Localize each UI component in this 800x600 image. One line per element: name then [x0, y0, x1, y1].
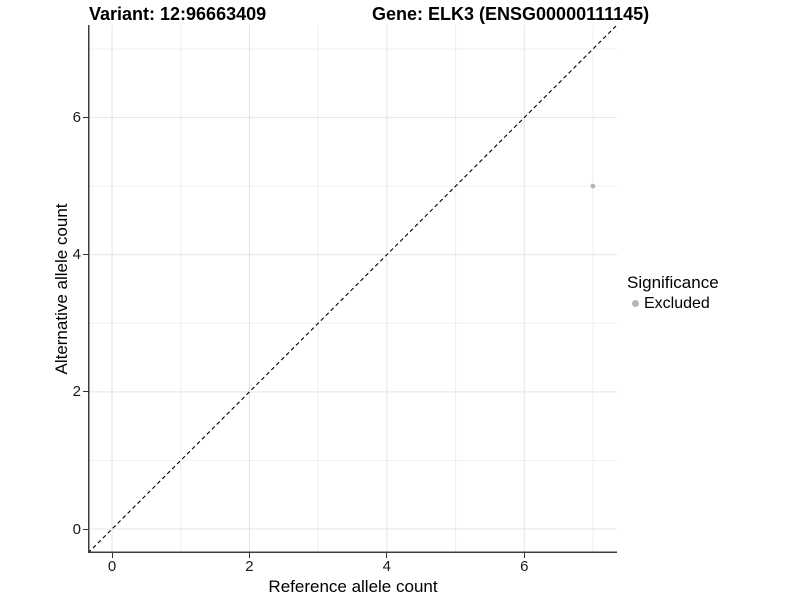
x-tick-mark: [386, 553, 388, 558]
plot-title-gene: Gene: ELK3 (ENSG00000111145): [372, 4, 650, 24]
x-tick-label: 6: [520, 558, 529, 575]
y-tick-mark: [83, 117, 88, 119]
y-axis-title: Alternative allele count: [52, 203, 71, 375]
y-tick-mark: [83, 254, 88, 256]
y-tick-mark: [83, 391, 88, 393]
x-tick-label: 0: [107, 558, 117, 575]
x-tick-mark: [248, 553, 250, 558]
identity-dashed-line: [88, 25, 617, 553]
y-tick-mark: [83, 528, 88, 530]
y-tick-label: 6: [72, 109, 81, 127]
legend-title: Significance: [627, 273, 719, 292]
y-tick-label: 2: [72, 383, 81, 401]
legend-item-excluded: Excluded: [632, 294, 719, 313]
legend-item-label: Excluded: [644, 295, 710, 312]
plot-panel: [88, 25, 617, 553]
x-axis-title: Reference allele count: [268, 577, 438, 596]
plot-area-svg: [88, 25, 617, 553]
x-tick-label: 2: [245, 558, 254, 575]
x-tick-label: 4: [382, 558, 392, 575]
plot-title-variant: Variant: 12:96663409: [89, 4, 267, 24]
y-tick-label: 0: [72, 520, 81, 538]
data-point-excluded: [590, 183, 596, 189]
x-tick-mark: [523, 553, 525, 558]
legend: Significance Excluded: [627, 272, 719, 313]
x-tick-mark: [111, 553, 113, 558]
y-tick-label: 4: [72, 246, 81, 264]
excluded-point-icon: [632, 300, 639, 307]
